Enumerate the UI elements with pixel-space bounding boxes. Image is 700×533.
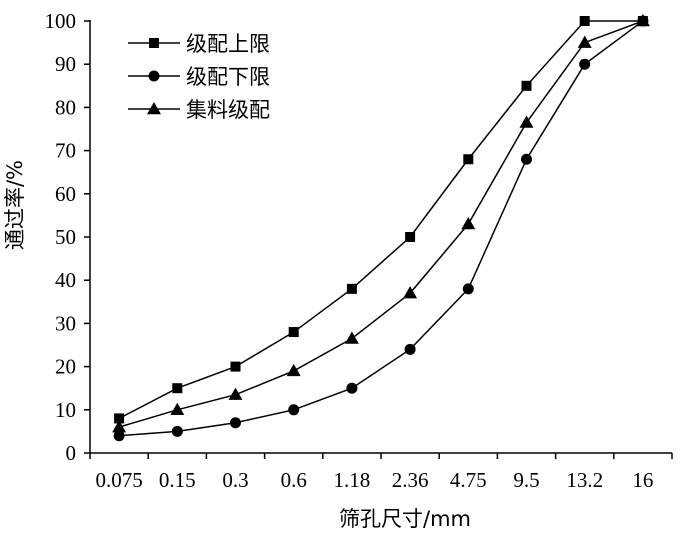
x-tick-label: 9.5 <box>513 468 539 492</box>
data-point <box>172 383 183 394</box>
legend-marker <box>147 102 161 115</box>
y-tick-label: 0 <box>66 441 77 465</box>
series-line <box>119 20 644 437</box>
data-point <box>519 115 534 128</box>
x-tick-label: 1.18 <box>334 468 371 492</box>
data-point <box>403 286 418 299</box>
data-point <box>288 327 299 338</box>
y-tick-label: 50 <box>55 225 76 249</box>
data-point <box>346 283 357 294</box>
legend-marker <box>148 70 160 82</box>
y-tick-label: 20 <box>55 355 76 379</box>
data-point <box>462 283 474 295</box>
series-square <box>114 16 648 424</box>
y-tick-label: 40 <box>55 268 76 292</box>
x-tick-label: 2.36 <box>392 468 429 492</box>
data-point <box>521 153 532 165</box>
y-axis-title: 通过率/% <box>3 160 27 250</box>
legend-marker <box>149 38 159 48</box>
legend-label: 级配下限 <box>186 65 270 89</box>
legend-item: 级配上限 <box>128 32 270 56</box>
data-point <box>635 14 650 27</box>
y-tick-label: 30 <box>55 311 76 335</box>
data-point <box>521 80 532 91</box>
data-point <box>405 232 416 242</box>
x-tick-label: 0.6 <box>281 468 307 492</box>
data-point <box>113 430 125 442</box>
data-point <box>344 331 359 344</box>
legend-item: 级配下限 <box>128 65 270 89</box>
data-point <box>230 361 241 372</box>
x-tick-label: 0.15 <box>159 468 196 492</box>
data-point <box>579 58 591 70</box>
data-point <box>114 413 125 424</box>
series-line <box>118 20 643 420</box>
data-point <box>112 420 127 433</box>
data-point <box>346 382 358 394</box>
legend-label: 级配上限 <box>186 32 270 56</box>
series-circle <box>113 15 649 442</box>
x-tick-label: 16 <box>632 468 653 492</box>
x-tick-label: 4.75 <box>450 468 487 492</box>
data-point <box>463 154 474 165</box>
data-point <box>171 425 183 437</box>
axes: 0 10 20 30 40 50 60 70 80 90 100 0.075 0.15 0.3 0.6 1.1… <box>45 9 673 492</box>
data-point <box>577 35 592 48</box>
x-tick-label: 0.075 <box>95 468 142 492</box>
data-point <box>404 343 416 355</box>
y-tick-label: 90 <box>55 52 76 76</box>
series-line <box>118 20 644 428</box>
legend-label: 集料级配 <box>186 98 270 122</box>
data-point <box>288 404 300 416</box>
data-point <box>230 417 241 429</box>
data-point <box>579 16 590 26</box>
data-point <box>228 387 243 400</box>
y-tick-label: 80 <box>55 95 76 119</box>
data-point <box>461 217 476 230</box>
x-axis-title: 筛孔尺寸/mm <box>339 507 471 531</box>
y-tick-label: 60 <box>55 182 76 206</box>
legend-item: 集料级配 <box>128 98 270 122</box>
series-layer <box>112 14 650 442</box>
x-tick-label: 0.3 <box>222 468 248 492</box>
y-tick-label: 70 <box>55 139 76 163</box>
data-point <box>286 363 301 377</box>
y-tick-label: 10 <box>55 398 76 422</box>
data-point <box>170 402 185 416</box>
y-tick-label: 100 <box>45 9 77 33</box>
series-triangle <box>112 14 650 433</box>
x-tick-label: 13.2 <box>566 468 603 492</box>
